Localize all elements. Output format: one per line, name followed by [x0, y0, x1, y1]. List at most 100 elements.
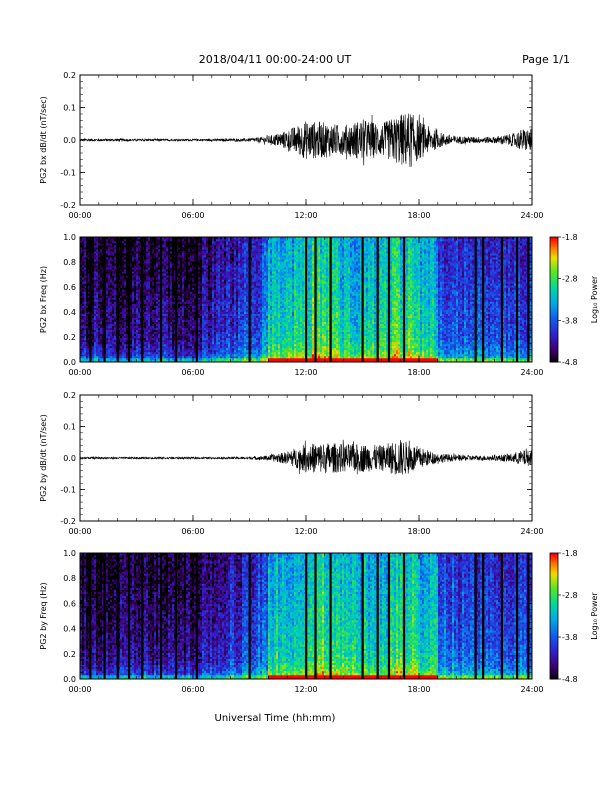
spectrogram-cell	[156, 247, 158, 249]
spectrogram-cell	[190, 310, 192, 312]
spectrogram-cell	[120, 308, 122, 310]
spectrogram-cell	[178, 308, 180, 310]
spectrogram-cell	[222, 336, 224, 338]
spectrogram-cell	[158, 346, 160, 348]
spectrogram-cell	[206, 302, 208, 304]
spectrogram-cell	[144, 308, 146, 310]
spectrogram-cell	[168, 320, 170, 322]
spectrogram-cell	[218, 261, 220, 263]
spectrogram-cell	[234, 300, 236, 302]
spectrogram-cell	[216, 352, 218, 354]
spectrogram-cell	[180, 310, 182, 312]
spectrogram-cell	[148, 314, 150, 316]
spectrogram-cell	[156, 300, 158, 302]
spectrogram-cell	[198, 267, 200, 269]
spectrogram-cell	[190, 243, 192, 245]
spectrogram-cell	[204, 251, 206, 253]
spectrogram-cell	[154, 336, 156, 338]
spectrogram-cell	[212, 271, 214, 273]
spectrogram-cell	[216, 289, 218, 291]
spectrogram-cell	[218, 277, 220, 279]
spectrogram-cell	[166, 283, 168, 285]
spectrogram-cell	[180, 342, 182, 344]
spectrogram-cell	[146, 287, 148, 289]
spectrogram-cell	[186, 283, 188, 285]
spectrogram-cell	[186, 249, 188, 251]
spectrogram-cell	[152, 271, 154, 273]
spectrogram-cell	[110, 354, 112, 356]
spectrogram-cell	[224, 291, 226, 293]
spectrogram-cell	[156, 275, 158, 277]
spectrogram-cell	[190, 304, 192, 306]
spectrogram-cell	[158, 249, 160, 251]
spectrogram-cell	[130, 320, 132, 322]
spectrogram-cell	[154, 297, 156, 299]
spectrogram-cell	[180, 346, 182, 348]
spectrogram-cell	[200, 320, 202, 322]
spectrogram-cell	[92, 279, 94, 281]
spectrogram-cell	[182, 259, 184, 261]
spectrogram-cell	[190, 271, 192, 273]
spectrogram-cell	[96, 239, 98, 241]
spectrogram-cell	[162, 346, 164, 348]
spectrogram-cell	[130, 354, 132, 356]
spectrogram-cell	[206, 350, 208, 352]
spectrogram-cell	[92, 314, 94, 316]
spectrogram-cell	[228, 271, 230, 273]
spectrogram-cell	[152, 328, 154, 330]
spectrogram-cell	[120, 293, 122, 295]
spectrogram-cell	[86, 277, 88, 279]
spectrogram-cell	[198, 293, 200, 295]
spectrogram-cell	[154, 338, 156, 340]
spectrogram-cell	[180, 279, 182, 281]
spectrogram-cell	[164, 300, 166, 302]
spectrogram-cell	[152, 247, 154, 249]
spectrogram-cell	[112, 306, 114, 308]
spectrogram-cell	[202, 287, 204, 289]
spectrogram-cell	[96, 253, 98, 255]
spectrogram-cell	[202, 348, 204, 350]
spectrogram-cell	[216, 265, 218, 267]
spectrogram-cell	[96, 295, 98, 297]
spectrogram-cell	[184, 326, 186, 328]
spectrogram-cell	[220, 302, 222, 304]
spectrogram-cell	[144, 354, 146, 356]
spectrogram-cell	[236, 342, 238, 344]
spectrogram-cell	[186, 259, 188, 261]
spectrogram-cell	[122, 269, 124, 271]
spectrogram-cell	[192, 265, 194, 267]
spectrogram-cell	[182, 295, 184, 297]
spectrogram-cell	[236, 336, 238, 338]
spectrogram-cell	[134, 295, 136, 297]
spectrogram-cell	[214, 277, 216, 279]
spectrogram-cell	[208, 247, 210, 249]
spectrogram-cell	[166, 291, 168, 293]
spectrogram-cell	[230, 297, 232, 299]
spectrogram-cell	[210, 265, 212, 267]
spectrogram-cell	[216, 261, 218, 263]
spectrogram-cell	[186, 354, 188, 356]
spectrogram-cell	[232, 269, 234, 271]
spectrogram-cell	[220, 354, 222, 356]
spectrogram-cell	[122, 300, 124, 302]
spectrogram-cell	[164, 257, 166, 259]
spectrogram-cell	[132, 322, 134, 324]
spectrogram-cell	[146, 275, 148, 277]
spectrogram-cell	[166, 358, 168, 360]
spectrogram-cell	[224, 318, 226, 320]
spectrogram-cell	[180, 245, 182, 247]
spectrogram-cell	[126, 283, 128, 285]
spectrogram-cell	[106, 348, 108, 350]
spectrogram-cell	[218, 255, 220, 257]
spectrogram-cell	[164, 332, 166, 334]
spectrogram-cell	[126, 257, 128, 259]
spectrogram-cell	[180, 297, 182, 299]
spectrogram-cell	[184, 356, 186, 358]
spectrogram-cell	[106, 257, 108, 259]
spectrogram-cell	[198, 241, 200, 243]
spectrogram-cell	[112, 285, 114, 287]
spectrogram-cell	[100, 358, 102, 360]
spectrogram-cell	[212, 255, 214, 257]
spectrogram-cell	[126, 253, 128, 255]
spectrogram-cell	[84, 358, 86, 360]
